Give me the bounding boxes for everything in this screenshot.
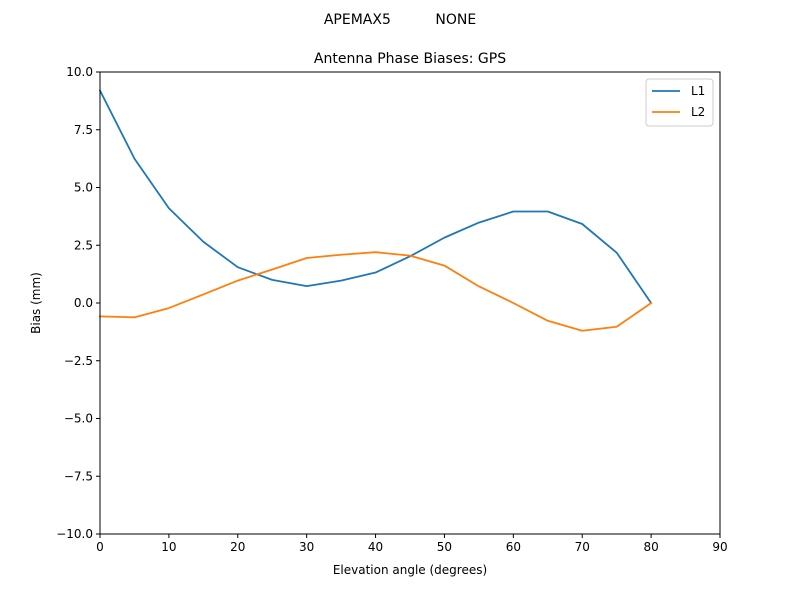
x-axis-ticks: 0 10 20 30 40 50 60 70 80 90 bbox=[96, 534, 728, 554]
x-tick-label: 50 bbox=[437, 540, 452, 554]
y-tick-label: 5.0 bbox=[74, 181, 93, 195]
y-tick-label: −10.0 bbox=[56, 527, 93, 541]
y-tick-label: 0.0 bbox=[74, 296, 93, 310]
x-tick-label: 60 bbox=[506, 540, 521, 554]
y-axis-ticks: −10.0 −7.5 −5.0 −2.5 0.0 2.5 5.0 7.5 10.0 bbox=[56, 65, 100, 541]
y-tick-label: −5.0 bbox=[64, 412, 93, 426]
x-tick-label: 40 bbox=[368, 540, 383, 554]
x-tick-label: 70 bbox=[575, 540, 590, 554]
plot-frame bbox=[99, 71, 721, 535]
legend: L1 L2 bbox=[645, 78, 714, 127]
y-tick-label: 10.0 bbox=[66, 65, 93, 79]
y-tick-label: −2.5 bbox=[64, 354, 93, 368]
chart-title: Antenna Phase Biases: GPS bbox=[314, 51, 506, 67]
x-tick-label: 90 bbox=[712, 540, 727, 554]
series-line-l1 bbox=[98, 89, 653, 305]
series-line-l2 bbox=[99, 251, 653, 332]
plot-area bbox=[100, 72, 720, 534]
x-tick-label: 10 bbox=[161, 540, 176, 554]
legend-label-l2: L2 bbox=[691, 105, 705, 119]
x-axis-label: Elevation angle (degrees) bbox=[333, 563, 487, 577]
x-tick-label: 30 bbox=[299, 540, 314, 554]
y-tick-label: 2.5 bbox=[74, 238, 93, 252]
y-axis-label: Bias (mm) bbox=[29, 272, 43, 334]
x-tick-label: 20 bbox=[230, 540, 245, 554]
x-tick-label: 0 bbox=[96, 540, 104, 554]
x-tick-label: 80 bbox=[643, 540, 658, 554]
series-lines bbox=[98, 89, 653, 332]
figure-suptitle: APEMAX5 NONE bbox=[324, 12, 476, 28]
legend-label-l1: L1 bbox=[691, 84, 705, 98]
y-tick-label: 7.5 bbox=[74, 123, 93, 137]
y-tick-label: −7.5 bbox=[64, 469, 93, 483]
